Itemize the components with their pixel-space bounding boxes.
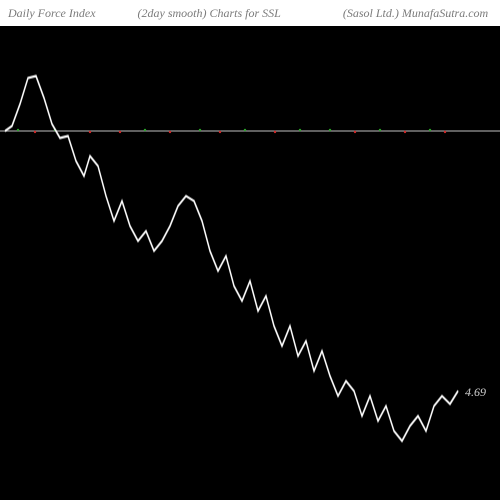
header-left: Daily Force Index [8, 6, 96, 21]
header-center: (2day smooth) Charts for SSL [138, 6, 281, 21]
header-right: (Sasol Ltd.) MunafaSutra.com [343, 6, 488, 21]
force-index-chart [0, 26, 500, 500]
end-value-label: 4.69 [465, 385, 486, 400]
chart-container: Daily Force Index (2day smooth) Charts f… [0, 0, 500, 500]
chart-header: Daily Force Index (2day smooth) Charts f… [0, 0, 500, 26]
chart-area: 4.69 [0, 26, 500, 500]
